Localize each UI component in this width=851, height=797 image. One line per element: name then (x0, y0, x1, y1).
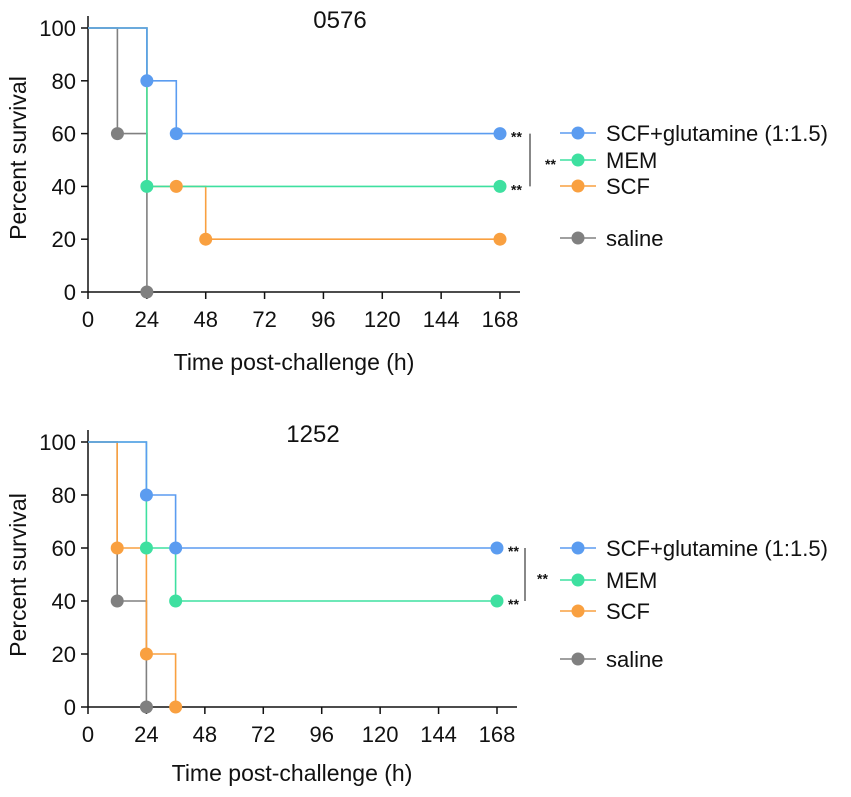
y-axis-title: Percent survival (5, 76, 31, 240)
series-line-SCF (88, 441, 177, 707)
x-tick-label: 168 (479, 722, 516, 747)
data-point-SCF (169, 179, 183, 193)
significance-mark: ** (511, 129, 522, 145)
data-point-saline (110, 594, 124, 608)
legend-label: SCF (606, 174, 650, 199)
data-point-SCF+glutamine (1:1.5) (139, 488, 153, 502)
y-tick-label: 60 (52, 122, 76, 147)
data-point-SCF (139, 647, 153, 661)
legend-swatch-marker (571, 126, 585, 140)
series-line-SCF+glutamine (1:1.5) (88, 441, 497, 549)
legend-label: saline (606, 647, 663, 672)
y-tick-label: 80 (52, 483, 76, 508)
y-tick-label: 100 (39, 430, 76, 455)
data-point-SCF+glutamine (1:1.5) (490, 541, 504, 555)
x-tick-label: 96 (309, 722, 333, 747)
data-point-SCF (169, 700, 183, 714)
y-tick-label: 20 (52, 227, 76, 252)
legend-swatch-marker (571, 604, 585, 618)
legend-swatch-marker (571, 179, 585, 193)
x-tick-label: 168 (482, 307, 519, 332)
chart-title: 1252 (286, 421, 339, 448)
data-point-saline (110, 127, 124, 141)
data-point-SCF (199, 232, 213, 246)
significance-mark: ** (508, 543, 519, 559)
legend-label: MEM (606, 148, 657, 173)
x-tick-label: 24 (135, 307, 159, 332)
x-axis-title: Time post-challenge (h) (172, 760, 413, 786)
chart-panel-0576: 0 20 40 60 80 100 0 24 48 72 96 120 144 168 Percent su… (5, 7, 828, 375)
y-tick-label: 100 (39, 16, 76, 41)
data-point-SCF+glutamine (1:1.5) (169, 127, 183, 141)
y-tick-label: 0 (64, 695, 76, 720)
data-point-MEM (490, 594, 504, 608)
chart-panel-1252: 0 20 40 60 80 100 0 24 48 72 96 120 144 168 Percent su… (5, 421, 828, 786)
significance-mark: ** (511, 181, 522, 197)
legend-label: SCF+glutamine (1:1.5) (606, 121, 828, 146)
data-point-SCF+glutamine (1:1.5) (140, 74, 154, 88)
y-tick-label: 20 (52, 642, 76, 667)
x-tick-label: 144 (423, 307, 460, 332)
x-tick-label: 0 (82, 307, 94, 332)
x-axis-title: Time post-challenge (h) (174, 349, 415, 375)
series-line-SCF+glutamine (1:1.5) (88, 27, 500, 135)
data-point-SCF (493, 232, 507, 246)
legend-swatch-marker (571, 153, 585, 167)
bracket-significance-mark: ** (537, 571, 548, 587)
y-tick-label: 60 (52, 536, 76, 561)
x-tick-label: 120 (362, 722, 399, 747)
legend-label: SCF+glutamine (1:1.5) (606, 536, 828, 561)
bracket-significance-mark: ** (545, 156, 556, 172)
legend-label: MEM (606, 568, 657, 593)
data-point-SCF+glutamine (1:1.5) (169, 541, 183, 555)
x-tick-label: 96 (311, 307, 335, 332)
series-line-saline (88, 27, 148, 292)
x-tick-label: 72 (252, 307, 276, 332)
legend-swatch-marker (571, 652, 585, 666)
x-tick-label: 0 (82, 722, 94, 747)
x-tick-label: 120 (364, 307, 401, 332)
series-line-MEM (88, 441, 497, 602)
chart-title: 0576 (313, 7, 366, 34)
y-tick-label: 40 (52, 174, 76, 199)
x-tick-label: 72 (251, 722, 275, 747)
x-tick-label: 48 (193, 722, 217, 747)
legend-swatch-marker (571, 573, 585, 587)
legend-label: SCF (606, 599, 650, 624)
data-point-SCF+glutamine (1:1.5) (493, 127, 507, 141)
data-point-MEM (140, 179, 154, 193)
y-tick-label: 40 (52, 589, 76, 614)
legend-label: saline (606, 226, 663, 251)
x-tick-label: 48 (193, 307, 217, 332)
data-point-MEM (139, 541, 153, 555)
x-tick-label: 24 (134, 722, 158, 747)
data-point-MEM (493, 179, 507, 193)
x-tick-label: 144 (420, 722, 457, 747)
y-axis-title: Percent survival (5, 493, 31, 657)
y-tick-label: 0 (64, 280, 76, 305)
legend-swatch-marker (571, 541, 585, 555)
data-point-MEM (169, 594, 183, 608)
data-point-saline (140, 285, 154, 299)
legend-swatch-marker (571, 231, 585, 245)
significance-mark: ** (508, 596, 519, 612)
y-tick-label: 80 (52, 69, 76, 94)
data-point-SCF (110, 541, 124, 555)
data-point-saline (139, 700, 153, 714)
series-line-MEM (88, 27, 500, 188)
